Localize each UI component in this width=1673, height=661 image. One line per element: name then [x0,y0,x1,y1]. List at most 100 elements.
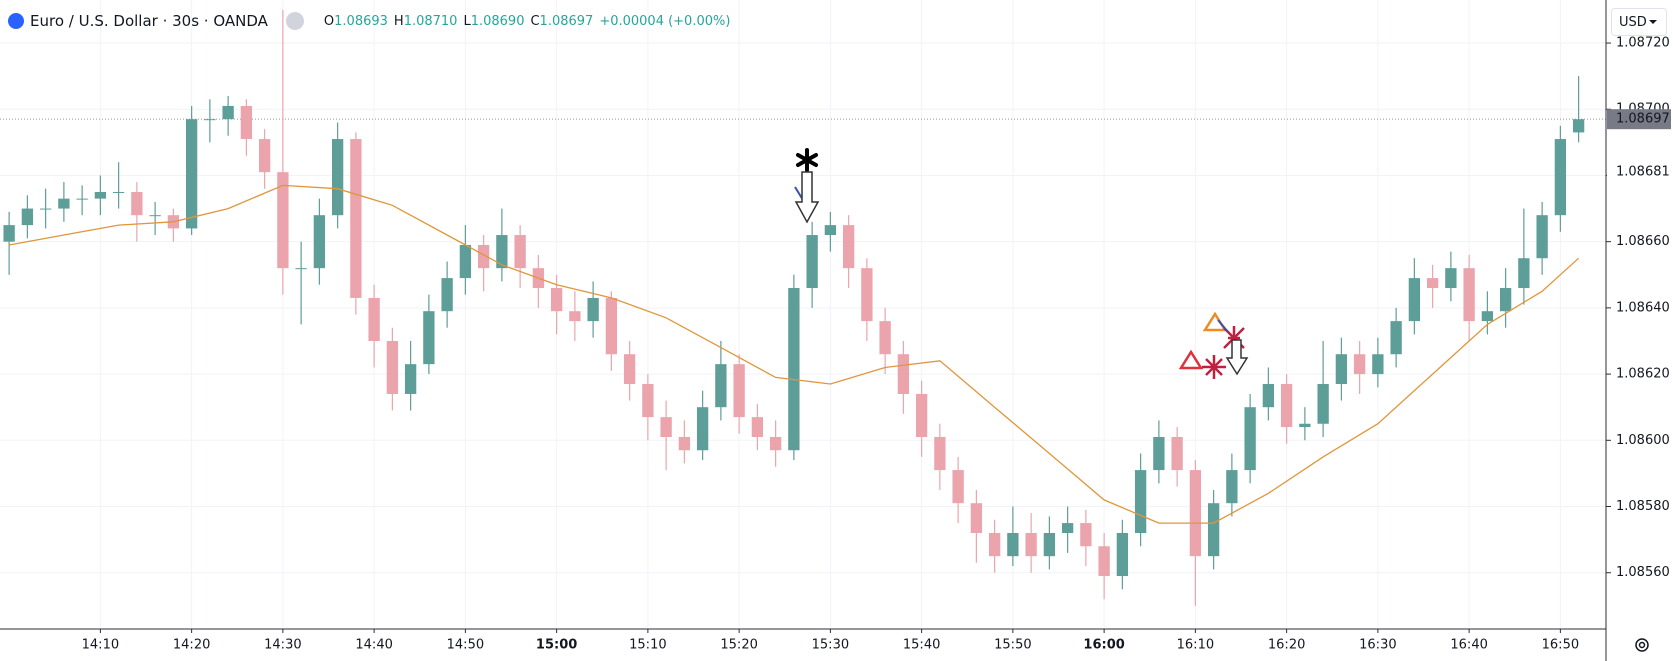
candle-body [897,354,910,394]
candle-body [1499,288,1512,312]
price-label: 1.08697 [1616,112,1670,127]
candle-body [277,172,289,269]
axes: 1.08560 1.08580 1.08600 1.08620 1.08640 1.086… [82,36,1671,653]
annotations [794,148,1249,379]
triangle-marker [1178,349,1204,370]
candle-body [1207,503,1220,557]
price-label-box [1607,162,1671,183]
candle-body [350,139,362,298]
candle-body [678,436,691,451]
candle-body [441,278,453,312]
candle-body [1244,407,1256,471]
symbol-title[interactable]: Euro / U.S. Dollar · 30s · OANDA [30,12,268,30]
candle-body [1226,470,1238,504]
y-tick-label: 1.08560 [1616,565,1670,580]
candle-body [587,297,599,322]
candle-body [1080,523,1092,547]
candle-body [842,225,855,269]
settings-icon[interactable] [1635,638,1649,652]
candle-body [204,119,216,121]
candle-body [94,192,107,199]
x-tick-label: 14:20 [173,638,210,653]
candle-body [1408,278,1421,322]
y-tick-label: 1.08660 [1616,234,1670,249]
ohlc-key: C [530,13,540,29]
y-tick-label: 1.08620 [1616,367,1670,382]
x-tick-label: 14:50 [447,638,484,653]
symbol-icon[interactable] [8,13,24,29]
ohlc-value: 1.08697 [539,13,594,29]
candle-body [1481,311,1494,322]
candle-body [970,503,983,533]
ohlc-legend: O 1.08693 H 1.08710 L 1.08690 C 1.08697 [318,14,593,29]
moving-average-line [8,184,1580,524]
ohlc-key: H [393,13,404,29]
candle-body [769,436,782,451]
currency-button[interactable]: USD [1611,8,1667,36]
candle-body [1353,354,1366,375]
x-tick-label: 16:40 [1450,638,1487,653]
candle-body [1098,546,1110,577]
candle-body [1280,384,1293,428]
candle-body [240,105,253,140]
ohlc-value: 1.08710 [403,13,458,29]
candle-body [404,364,417,394]
candle-body [1189,470,1202,557]
candle-body [1463,268,1475,322]
x-tick-label: 14:30 [264,638,301,653]
x-tick-label: 16:00 [1083,638,1124,653]
x-tick-label: 16:50 [1542,638,1579,653]
x-tick-label: 14:40 [355,638,392,653]
candle-body [185,119,198,229]
candle-body [1426,278,1439,289]
candle-body [1171,436,1183,471]
x-tick-label: 15:40 [903,638,940,653]
candle-body [131,192,143,216]
sell-arrow [794,171,820,224]
candle-body [1025,532,1037,557]
candle-body [258,139,271,173]
candle-body [988,532,1001,557]
candle-body [1043,532,1056,557]
candle-body [915,393,928,437]
change-label: +0.00004 (+0.00%) [599,13,731,29]
candle-body [1134,470,1147,533]
candle-body [1299,423,1311,428]
candle-body [642,384,654,418]
signal-tick [1217,319,1229,333]
ohlc-value: 1.08693 [334,13,388,29]
y-tick-label: 1.08640 [1616,300,1670,315]
candle-body [952,470,964,504]
candle-body [879,321,891,355]
candle-body [1536,215,1548,259]
symbol-header: Euro / U.S. Dollar · 30s · OANDA O 1.0869… [8,8,730,34]
x-tick-label: 16:20 [1268,638,1305,653]
price-label: 1.08681 [1616,165,1670,180]
candle-body [1116,532,1129,577]
candle-body [1572,119,1585,133]
x-tick-label: 16:10 [1177,638,1214,653]
x-tick-label: 15:10 [629,638,666,653]
candle-body [423,311,435,365]
candle-body [1317,384,1329,424]
candle-body [76,198,88,200]
ohlc-key: O [323,13,335,29]
ohlc-key: L [463,13,471,29]
status-dot [285,12,304,30]
x-tick-label: 15:00 [536,638,577,653]
y-tick-label: 1.08600 [1616,433,1670,448]
candle-body [477,244,490,269]
candle-body [715,364,727,408]
candle-body [313,215,326,269]
candle-body [3,225,15,242]
candle-body [149,215,161,217]
candle-body [806,235,818,289]
candle-body [1518,258,1530,289]
candle-body [605,297,618,355]
candle-body [623,354,636,385]
x-tick-label: 15:20 [720,638,757,653]
price-label-box [1607,109,1671,130]
candle-body [550,288,563,312]
